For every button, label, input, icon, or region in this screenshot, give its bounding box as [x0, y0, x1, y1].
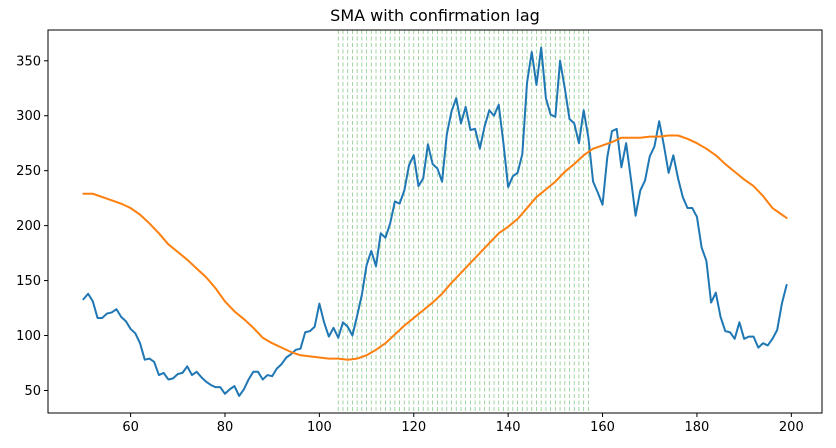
y-tick-label: 150	[16, 274, 41, 289]
y-axis: 50 100 150 200 250 300 350	[16, 54, 48, 399]
y-tick-label: 250	[16, 164, 41, 179]
x-tick-label: 60	[122, 420, 139, 435]
y-tick-label: 100	[16, 329, 41, 344]
series-line-1	[82, 46, 788, 397]
x-tick-label: 180	[685, 420, 710, 435]
y-tick-label: 350	[16, 54, 41, 69]
series-line-2	[82, 134, 788, 361]
y-tick-label: 50	[24, 384, 41, 399]
series-group	[82, 46, 788, 397]
y-tick-label: 300	[16, 109, 41, 124]
x-tick-label: 160	[590, 420, 615, 435]
plot-frame	[47, 29, 823, 414]
confirmation-shading	[337, 30, 589, 413]
x-tick-label: 100	[307, 420, 332, 435]
chart-title: SMA with confirmation lag	[330, 6, 540, 25]
x-tick-label: 140	[496, 420, 521, 435]
x-tick-label: 80	[217, 420, 234, 435]
y-tick-label: 200	[16, 219, 41, 234]
x-tick-label: 120	[401, 420, 426, 435]
x-tick-label: 200	[779, 420, 804, 435]
x-axis: 60 80 100 120 140 160 180 200	[122, 413, 804, 435]
